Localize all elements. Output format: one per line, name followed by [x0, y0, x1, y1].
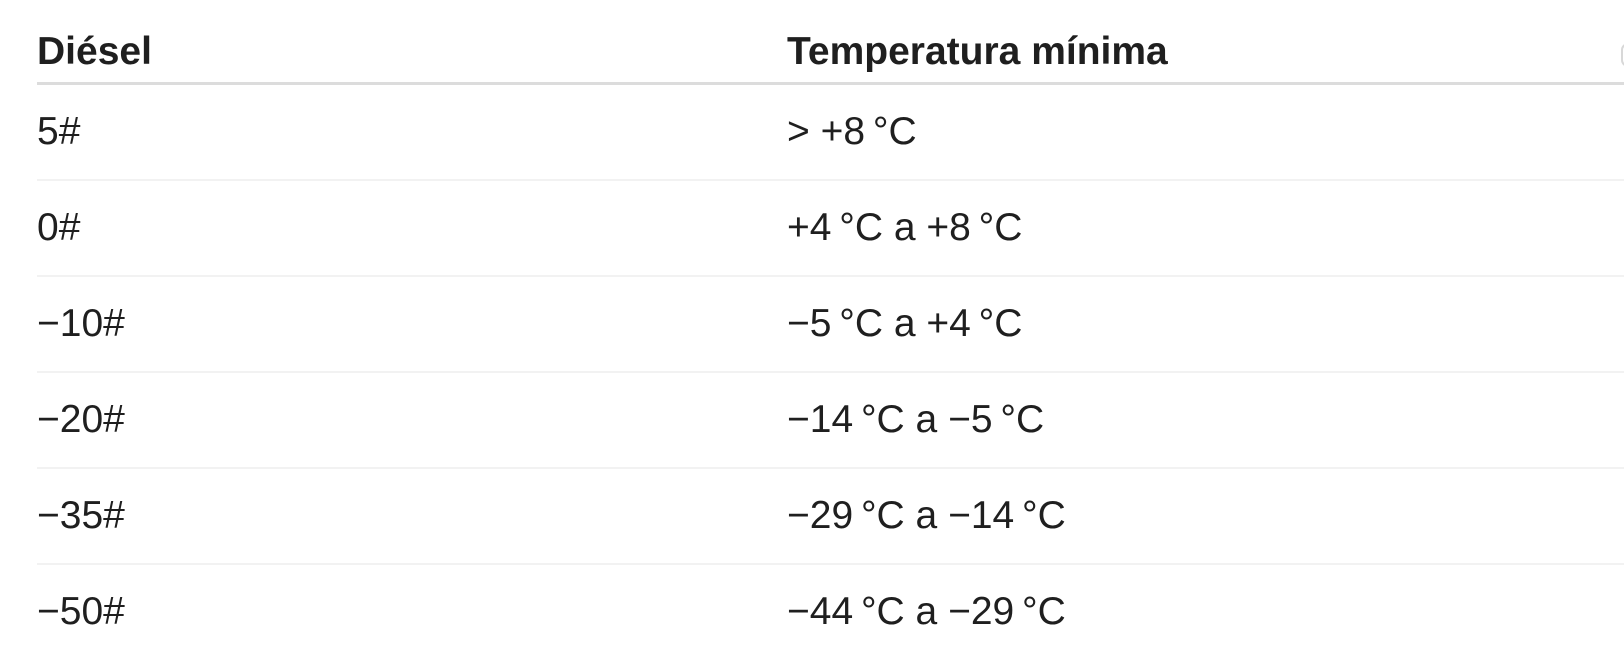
table-row: 0# +4 °C a +8 °C: [37, 181, 1624, 277]
temperature-range-cell: +4 °C a +8 °C: [787, 206, 1023, 249]
table-row: 5# > +8 °C: [37, 85, 1624, 181]
table-header-row: Diésel Temperatura mínima: [37, 0, 1624, 85]
temperature-range-cell: −29 °C a −14 °C: [787, 494, 1066, 537]
table-row: −20# −14 °C a −5 °C: [37, 373, 1624, 469]
temperature-range-cell: −14 °C a −5 °C: [787, 398, 1045, 441]
temperature-range-cell: −44 °C a −29 °C: [787, 589, 1066, 633]
table-row: −10# −5 °C a +4 °C: [37, 277, 1624, 373]
table-row: −50# −44 °C a −29 °C: [37, 565, 1624, 658]
diesel-grade-cell: 0#: [37, 206, 81, 249]
column-header-temperatura-minima: Temperatura mínima: [787, 30, 1168, 73]
diesel-grade-cell: −10#: [37, 302, 125, 345]
table-row: −35# −29 °C a −14 °C: [37, 469, 1624, 565]
diesel-grade-cell: −50#: [37, 589, 125, 633]
diesel-grade-cell: −35#: [37, 494, 125, 537]
temperature-range-cell: −5 °C a +4 °C: [787, 302, 1023, 345]
diesel-grade-cell: −20#: [37, 398, 125, 441]
diesel-grade-cell: 5#: [37, 110, 81, 153]
column-header-diesel: Diésel: [37, 30, 152, 73]
temperature-range-cell: > +8 °C: [787, 110, 917, 153]
diesel-temperature-table: Diésel Temperatura mínima 5# > +8 °C 0# …: [37, 0, 1624, 658]
